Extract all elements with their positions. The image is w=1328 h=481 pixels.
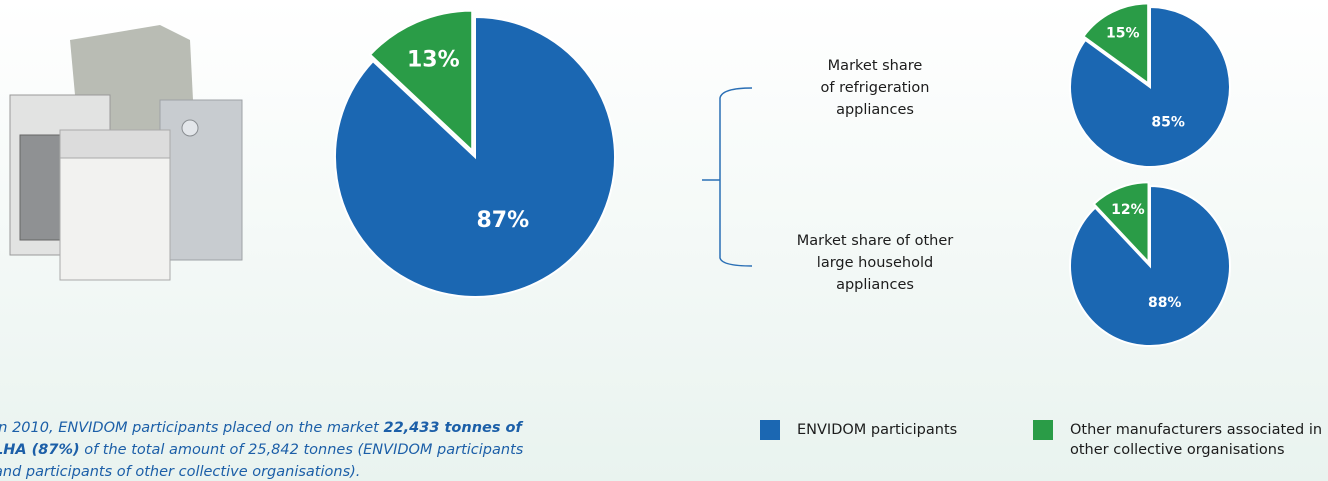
caption-line: In 2010, ENVIDOM participants placed on … xyxy=(0,420,523,436)
pie-title: Market share xyxy=(828,58,923,74)
pie-title: Market share of other xyxy=(797,233,954,249)
caption-line: LHA (87%) of the total amount of 25,842 … xyxy=(0,442,524,458)
caption-bold: 22,433 tonnes of xyxy=(383,420,523,436)
value-label: 12% xyxy=(1111,202,1145,218)
legend-label: ENVIDOM participants xyxy=(797,422,957,438)
caption-text: and participants of other collective org… xyxy=(0,464,360,480)
pie-title: of refrigeration xyxy=(821,80,930,96)
pie-title: large household xyxy=(817,255,933,271)
legend-swatch xyxy=(1033,420,1053,440)
caption-line: and participants of other collective org… xyxy=(0,464,360,480)
legend-swatch xyxy=(760,420,780,440)
pie-slice xyxy=(1069,5,1231,168)
appliances-illustration xyxy=(9,25,243,281)
legend-label: Other manufacturers associated in xyxy=(1070,422,1322,438)
pie-slice xyxy=(1069,184,1232,347)
value-label: 15% xyxy=(1106,26,1140,42)
pie-slice xyxy=(1082,2,1150,86)
pie-title: appliances xyxy=(836,102,914,118)
caption-bold: LHA (87%) xyxy=(0,442,80,458)
pie-slice xyxy=(368,9,474,153)
caption-text: In 2010, ENVIDOM participants placed on … xyxy=(0,420,383,436)
pie-title: appliances xyxy=(836,277,914,293)
value-label: 87% xyxy=(476,208,529,233)
pie-slice xyxy=(1092,181,1150,265)
value-label: 85% xyxy=(1151,115,1185,131)
legend-label: other collective organisations xyxy=(1070,442,1285,458)
caption-text: of the total amount of 25,842 tonnes (EN… xyxy=(80,442,524,458)
value-label: 13% xyxy=(407,48,460,73)
pie-slice xyxy=(334,15,616,298)
value-label: 88% xyxy=(1148,295,1182,311)
bracket xyxy=(702,87,753,267)
